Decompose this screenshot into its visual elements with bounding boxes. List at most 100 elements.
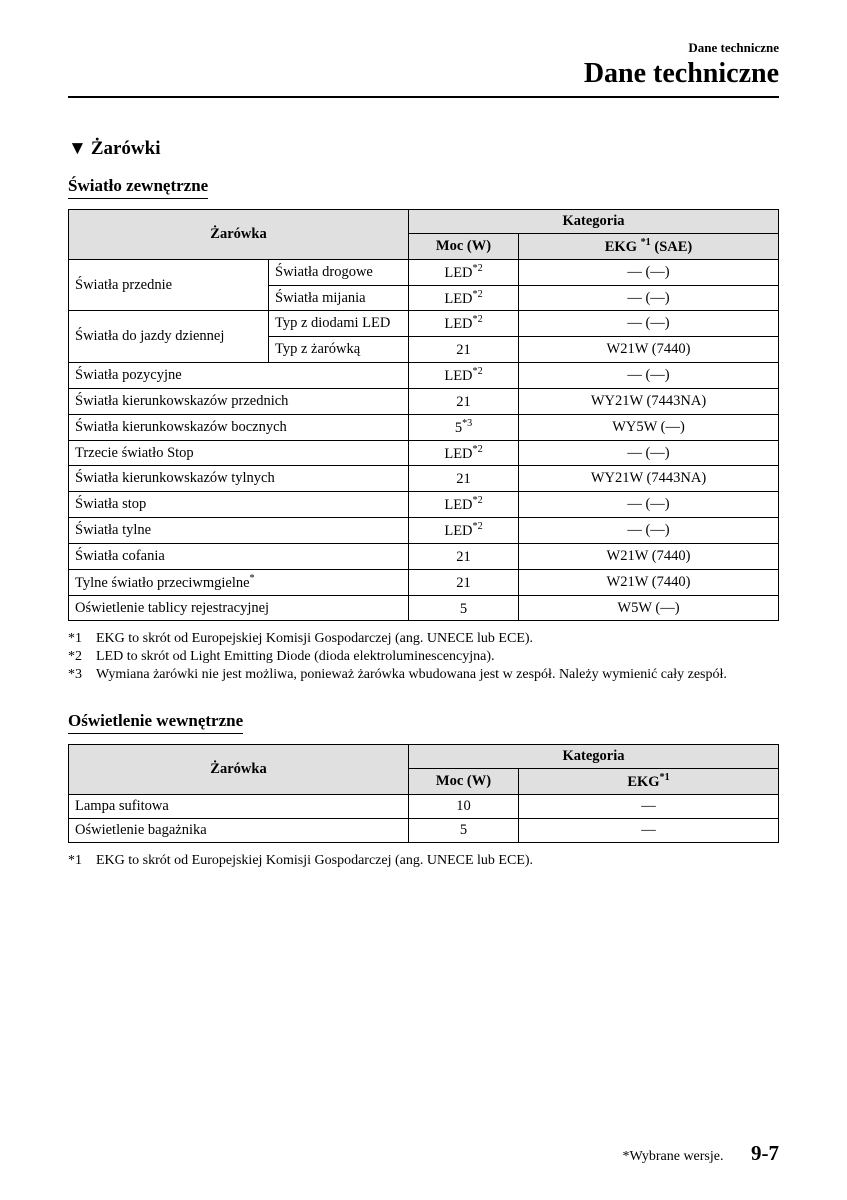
subsection-interior-lights: Oświetlenie wewnętrzne	[68, 711, 243, 734]
table-row: Światła pozycyjne LED*2 ― (―)	[69, 363, 779, 389]
cell-label: Światła kierunkowskazów bocznych	[69, 414, 409, 440]
cell-power-base: 21	[456, 342, 471, 358]
cell-label: Światła kierunkowskazów tylnych	[69, 466, 409, 492]
cell-label: Lampa sufitowa	[69, 795, 409, 819]
cell-power: 21	[409, 337, 519, 363]
cell-power-sup: *2	[473, 314, 483, 325]
cell-power-sup: *2	[473, 495, 483, 506]
table-row: Żarówka Kategoria	[69, 745, 779, 769]
cell-power: 21	[409, 466, 519, 492]
table-row: Żarówka Kategoria	[69, 210, 779, 234]
cell-power-base: 21	[456, 394, 471, 410]
cell-power-sup: *2	[473, 289, 483, 300]
table-row: Światła do jazdy dziennej Typ z diodami …	[69, 311, 779, 337]
cell-power-sup: *2	[473, 263, 483, 274]
cell-power-base: 5	[460, 600, 467, 616]
footer-note: *Wybrane wersje.	[622, 1149, 723, 1164]
cell-ekg: ― (―)	[519, 440, 779, 466]
table-row: Światła stop LED*2 ― (―)	[69, 492, 779, 518]
th-power: Moc (W)	[409, 234, 519, 260]
footnote-text: EKG to skrót od Europejskiej Komisji Gos…	[96, 631, 779, 647]
cell-ekg: ― (―)	[519, 492, 779, 518]
th-bulb: Żarówka	[69, 745, 409, 795]
footnotes-exterior: *1EKG to skrót od Europejskiej Komisji G…	[68, 631, 779, 683]
cell-label: Światła tylne	[69, 518, 409, 544]
cell-label: Światła kierunkowskazów przednich	[69, 388, 409, 414]
header-title: Dane techniczne	[68, 58, 779, 90]
cell-ekg: ―	[519, 819, 779, 843]
th-category: Kategoria	[409, 210, 779, 234]
cell-ekg: W5W (―)	[519, 595, 779, 621]
cell-power: 21	[409, 388, 519, 414]
footnote-mark: *3	[68, 667, 96, 683]
cell-power: 5	[409, 595, 519, 621]
cell-power: LED*2	[409, 363, 519, 389]
cell-power: LED*2	[409, 492, 519, 518]
cell-ekg: WY21W (7443NA)	[519, 466, 779, 492]
cell-power-base: LED	[444, 497, 472, 513]
th-ekg-prefix: EKG	[627, 774, 659, 790]
cell-label: Światła do jazdy dziennej	[69, 311, 269, 363]
table-row: Światła tylne LED*2 ― (―)	[69, 518, 779, 544]
cell-power-base: LED	[444, 265, 472, 281]
cell-label: Oświetlenie tablicy rejestracyjnej	[69, 595, 409, 621]
cell-power-sup: *3	[462, 418, 472, 429]
table-row: Oświetlenie bagażnika 5 ―	[69, 819, 779, 843]
triangle-icon: ▼	[68, 138, 87, 160]
cell-ekg: ― (―)	[519, 518, 779, 544]
footnote-text: LED to skrót od Light Emitting Diode (di…	[96, 649, 779, 665]
table-row: Oświetlenie tablicy rejestracyjnej 5 W5W…	[69, 595, 779, 621]
cell-label: Światła pozycyjne	[69, 363, 409, 389]
cell-power-base: 21	[456, 471, 471, 487]
cell-power: 21	[409, 569, 519, 595]
cell-sub: Światła mijania	[269, 285, 409, 311]
page-number: 9-7	[751, 1141, 779, 1165]
cell-power: 21	[409, 543, 519, 569]
section-title-text: Żarówki	[91, 138, 161, 159]
cell-power: LED*2	[409, 311, 519, 337]
th-ekg: EKG *1 (SAE)	[519, 234, 779, 260]
page-footer: *Wybrane wersje. 9-7	[622, 1141, 779, 1166]
cell-sub: Typ z diodami LED	[269, 311, 409, 337]
subsection-exterior-lights: Światło zewnętrzne	[68, 176, 208, 199]
cell-power-base: LED	[444, 445, 472, 461]
cell-power-sup: *2	[473, 444, 483, 455]
cell-ekg: WY5W (―)	[519, 414, 779, 440]
cell-power-base: LED	[444, 316, 472, 332]
cell-power: LED*2	[409, 518, 519, 544]
table-row: Trzecie światło Stop LED*2 ― (―)	[69, 440, 779, 466]
cell-ekg: WY21W (7443NA)	[519, 388, 779, 414]
table-row: Światła cofania 21 W21W (7440)	[69, 543, 779, 569]
th-ekg-prefix: EKG	[605, 239, 641, 255]
cell-ekg: W21W (7440)	[519, 569, 779, 595]
cell-power: 10	[409, 795, 519, 819]
cell-label-sup: *	[250, 573, 255, 584]
th-power: Moc (W)	[409, 769, 519, 795]
cell-ekg: ― (―)	[519, 363, 779, 389]
cell-power: LED*2	[409, 285, 519, 311]
footnote-text: EKG to skrót od Europejskiej Komisji Gos…	[96, 853, 779, 869]
cell-power: 5	[409, 819, 519, 843]
header-chapter: Dane techniczne	[68, 40, 779, 56]
cell-power: LED*2	[409, 259, 519, 285]
cell-label: Światła stop	[69, 492, 409, 518]
th-ekg: EKG*1	[519, 769, 779, 795]
cell-sub: Typ z żarówką	[269, 337, 409, 363]
cell-power-base: 21	[456, 575, 471, 591]
cell-ekg: ― (―)	[519, 259, 779, 285]
cell-power: LED*2	[409, 440, 519, 466]
cell-power-base: 21	[456, 549, 471, 565]
footnote: *1EKG to skrót od Europejskiej Komisji G…	[68, 631, 779, 647]
page-header: Dane techniczne Dane techniczne	[68, 40, 779, 98]
footnote-text: Wymiana żarówki nie jest możliwa, poniew…	[96, 667, 779, 683]
th-category: Kategoria	[409, 745, 779, 769]
footnote-mark: *1	[68, 631, 96, 647]
table-row: Światła kierunkowskazów przednich 21 WY2…	[69, 388, 779, 414]
th-ekg-sup: *1	[660, 772, 670, 783]
cell-power-base: LED	[444, 368, 472, 384]
cell-label: Tylne światło przeciwmgielne*	[69, 569, 409, 595]
footnotes-interior: *1EKG to skrót od Europejskiej Komisji G…	[68, 853, 779, 869]
cell-power-base: LED	[444, 290, 472, 306]
table-interior-lights: Żarówka Kategoria Moc (W) EKG*1 Lampa su…	[68, 744, 779, 843]
cell-label: Światła przednie	[69, 259, 269, 311]
